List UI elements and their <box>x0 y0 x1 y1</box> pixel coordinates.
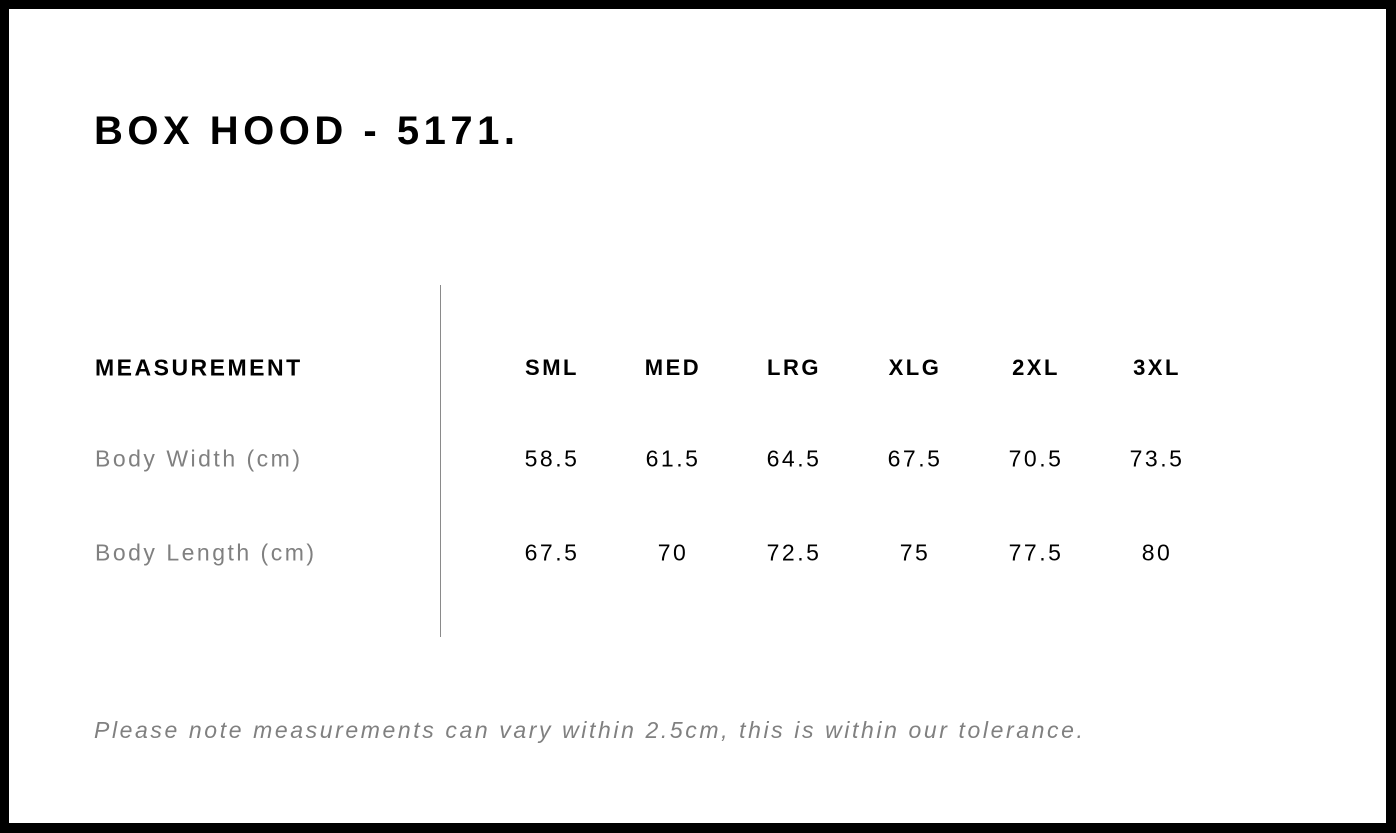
row-label: Body Width (cm) <box>95 445 303 472</box>
tolerance-note: Please note measurements can vary within… <box>94 717 1086 743</box>
row-label: Body Length (cm) <box>95 539 317 566</box>
size-header: 2XL <box>1012 355 1060 380</box>
size-header: 3XL <box>1133 355 1181 380</box>
page-title: BOX HOOD - 5171. <box>94 109 520 153</box>
measurement-value: 77.5 <box>1008 539 1064 566</box>
measurement-value: 61.5 <box>645 445 701 472</box>
measurement-value: 75 <box>899 539 931 566</box>
measurement-value: 64.5 <box>766 445 822 472</box>
column-divider <box>440 285 441 637</box>
measurement-value: 67.5 <box>887 445 943 472</box>
size-chart-card: BOX HOOD - 5171. MEASUREMENT SML MED LRG XLG… <box>9 9 1386 823</box>
measurement-value: 70.5 <box>1008 445 1064 472</box>
size-header: XLG <box>888 355 942 380</box>
header-measurement: MEASUREMENT <box>95 354 303 381</box>
measurement-value: 80 <box>1141 539 1173 566</box>
measurement-value: 58.5 <box>524 445 580 472</box>
measurement-value: 70 <box>657 539 689 566</box>
size-header: SML <box>525 355 579 380</box>
measurement-value: 67.5 <box>524 539 580 566</box>
size-header: LRG <box>767 355 821 380</box>
measurement-value: 73.5 <box>1129 445 1185 472</box>
measurement-value: 72.5 <box>766 539 822 566</box>
size-header: MED <box>644 355 702 380</box>
